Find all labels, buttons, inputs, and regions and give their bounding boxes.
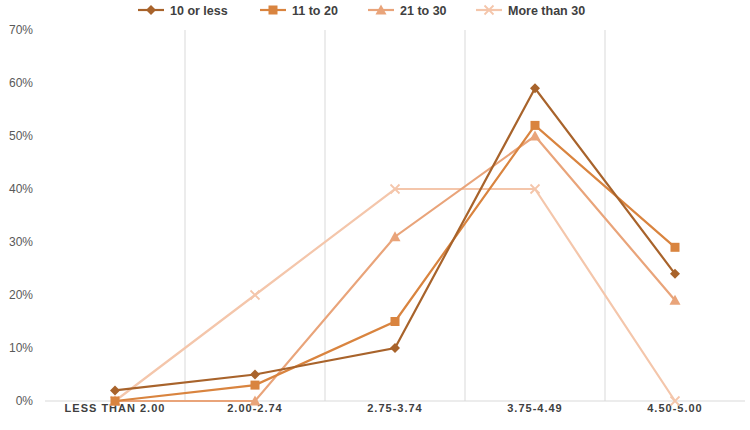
legend-label: 10 or less (170, 4, 228, 18)
marker (111, 397, 120, 406)
y-tick (42, 83, 45, 84)
x-tick-label: 3.75-4.49 (507, 402, 562, 414)
y-tick (42, 348, 45, 349)
y-tick (42, 30, 45, 31)
marker (391, 185, 400, 194)
marker (250, 396, 261, 406)
legend-label: 21 to 30 (400, 4, 447, 18)
legend-label: More than 30 (508, 4, 585, 18)
marker (671, 397, 680, 406)
chart: 0%10%20%30%40%50%60%70%LESS THAN 2.002.0… (0, 0, 750, 430)
series-line (115, 189, 675, 401)
y-tick (42, 242, 45, 243)
y-tick (42, 295, 45, 296)
marker (670, 269, 680, 279)
x-tick-label: 2.75-3.74 (367, 402, 422, 414)
y-tick (42, 136, 45, 137)
grid-line (325, 30, 326, 401)
marker (530, 83, 540, 93)
marker (531, 185, 540, 194)
marker (111, 397, 120, 406)
marker (250, 370, 260, 380)
y-tick-label: 0% (16, 394, 34, 408)
series-line (115, 125, 675, 401)
marker (390, 343, 400, 353)
y-tick (42, 401, 45, 402)
marker (251, 291, 260, 300)
series-line (115, 136, 675, 401)
legend-label: 11 to 20 (292, 4, 338, 18)
legend-marker (485, 6, 494, 15)
y-tick (42, 189, 45, 190)
marker (391, 317, 400, 326)
y-tick-label: 40% (9, 182, 33, 196)
series-line (115, 88, 675, 390)
marker (671, 243, 680, 252)
legend-marker (376, 5, 387, 15)
marker (110, 396, 121, 406)
legend: 10 or less 11 to 20 21 to 30 More than 30 (138, 4, 585, 18)
marker (670, 295, 681, 305)
marker (110, 385, 120, 395)
marker (390, 231, 401, 241)
y-tick-label: 70% (9, 23, 33, 37)
grid-line (185, 30, 186, 401)
legend-marker (146, 5, 156, 15)
y-tick-label: 20% (9, 288, 33, 302)
y-tick-label: 50% (9, 129, 33, 143)
y-tick-label: 30% (9, 235, 33, 249)
marker (531, 121, 540, 130)
y-tick-label: 60% (9, 76, 33, 90)
x-tick-label: 4.50-5.00 (647, 402, 702, 414)
marker (251, 381, 260, 390)
legend-marker (269, 6, 278, 15)
y-tick-label: 10% (9, 341, 33, 355)
grid-line (605, 30, 606, 401)
plot-area (110, 83, 681, 405)
